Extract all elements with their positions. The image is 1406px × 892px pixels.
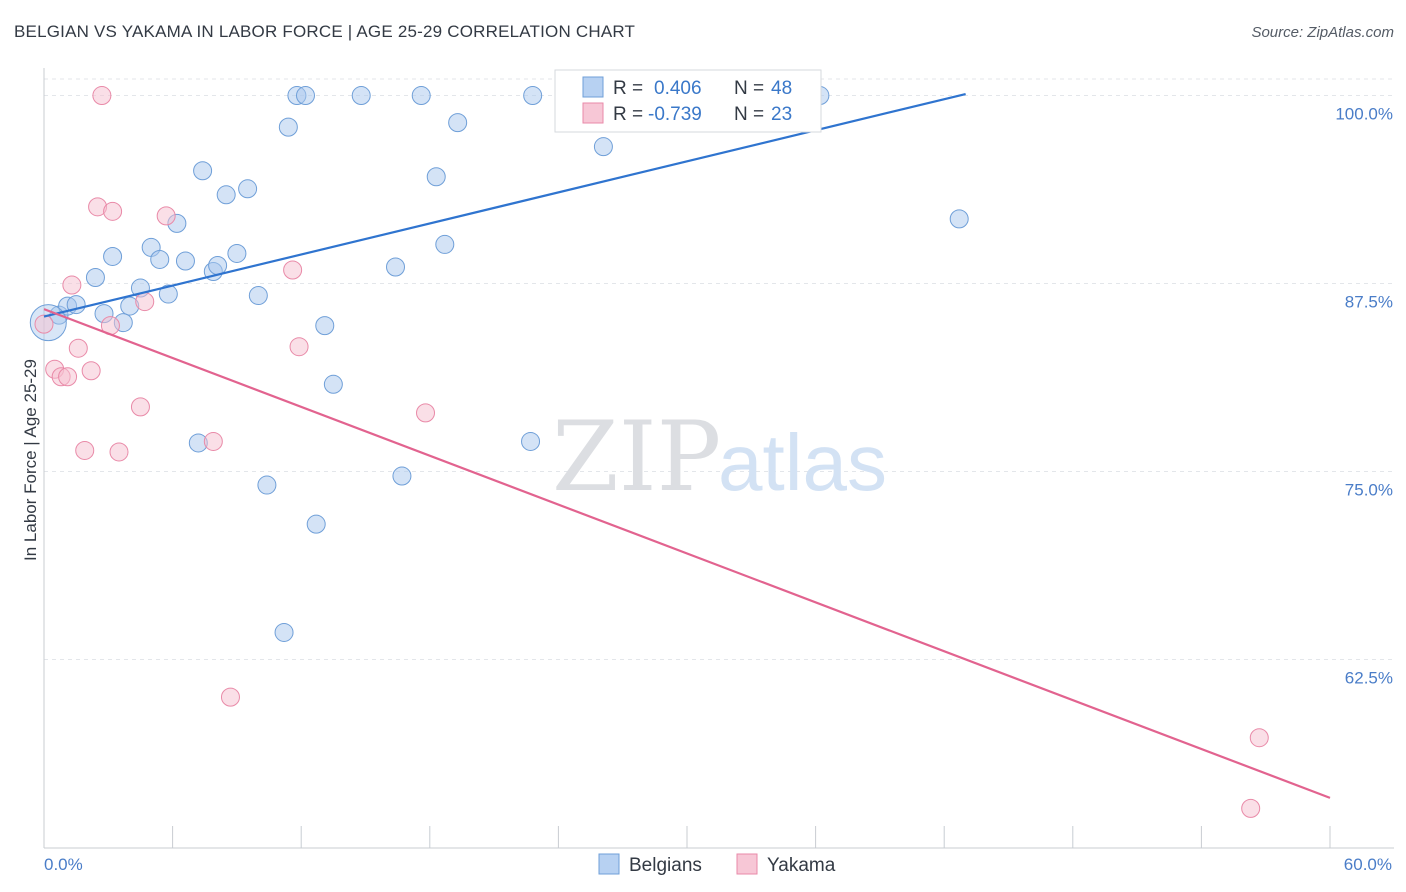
bottom-legend-label-belgians: Belgians — [629, 855, 702, 876]
legend-r-value-2: -0.739 — [648, 104, 702, 125]
points — [29, 86, 1269, 818]
point-yakama-18 — [283, 260, 303, 280]
watermark-atlas: atlas — [718, 418, 887, 507]
point-belgians-17 — [216, 185, 236, 205]
bottom-legend-label-yakama: Yakama — [767, 855, 836, 876]
y-tick-label-1: 87.5% — [1345, 293, 1393, 312]
point-yakama-3 — [58, 367, 78, 387]
point-belgians-21 — [278, 117, 298, 137]
x-tick-min: 0.0% — [44, 855, 83, 874]
legend-r-label-1: R = — [613, 78, 643, 99]
legend-r-value-1: 0.406 — [654, 78, 702, 99]
gridlines — [44, 78, 1394, 661]
y-tick-label-3: 62.5% — [1345, 669, 1393, 688]
point-belgians-42 — [306, 514, 326, 534]
point-belgians-3 — [85, 268, 105, 288]
point-belgians-32 — [523, 86, 543, 106]
point-belgians-10 — [150, 249, 170, 269]
point-yakama-0 — [34, 314, 54, 334]
point-yakama-16 — [203, 431, 223, 451]
point-belgians-26 — [351, 86, 371, 106]
y-tick-label-0: 100.0% — [1335, 105, 1393, 124]
y-tick-label-2: 75.0% — [1345, 481, 1393, 500]
legend-n-label-1: N = — [734, 78, 764, 99]
point-belgians-30 — [435, 234, 455, 254]
point-yakama-11 — [109, 442, 129, 462]
legend-n-value-2: 23 — [771, 104, 792, 125]
point-belgians-34 — [593, 137, 613, 157]
point-belgians-43 — [274, 622, 294, 642]
point-belgians-14 — [193, 161, 213, 181]
trend-line-belgians — [43, 92, 966, 318]
bottom-legend-swatch-yakama — [736, 853, 758, 875]
point-belgians-39 — [257, 475, 277, 495]
point-yakama-6 — [75, 440, 95, 460]
point-belgians-29 — [426, 167, 446, 187]
source-label: Source: ZipAtlas.com — [1251, 24, 1394, 41]
bottom-legend: Belgians Yakama — [598, 853, 836, 876]
point-belgians-27 — [386, 257, 406, 277]
watermark-zip: ZIP — [552, 401, 721, 513]
point-belgians-23 — [295, 86, 315, 106]
chart-title: BELGIAN VS YAKAMA IN LABOR FORCE | AGE 2… — [14, 22, 636, 41]
point-yakama-4 — [62, 275, 82, 295]
point-yakama-17 — [220, 687, 240, 707]
point-yakama-21 — [1249, 728, 1269, 748]
point-belgians-31 — [448, 113, 468, 133]
point-belgians-40 — [392, 466, 412, 486]
legend-r-label-2: R = — [613, 104, 643, 125]
point-belgians-11 — [158, 284, 178, 304]
point-belgians-18 — [227, 243, 247, 263]
point-yakama-7 — [81, 361, 101, 381]
point-belgians-41 — [521, 431, 541, 451]
trend-line-yakama — [43, 308, 1331, 799]
point-yakama-20 — [416, 403, 436, 423]
legend-swatch-belgians — [582, 76, 604, 98]
point-yakama-19 — [289, 337, 309, 357]
legend-n-value-1: 48 — [771, 78, 792, 99]
point-belgians-13 — [175, 251, 195, 271]
point-yakama-14 — [135, 292, 155, 312]
point-belgians-25 — [323, 374, 343, 394]
point-belgians-28 — [411, 86, 431, 106]
watermark: ZIP atlas — [552, 401, 887, 513]
legend-swatch-yakama — [582, 102, 604, 124]
point-yakama-22 — [1241, 798, 1261, 818]
y-axis-label: In Labor Force | Age 25-29 — [21, 359, 40, 561]
point-belgians-20 — [248, 286, 268, 306]
point-belgians-24 — [315, 316, 335, 336]
point-belgians-19 — [238, 179, 258, 199]
point-belgians-16 — [208, 255, 228, 275]
point-belgians-4 — [103, 246, 123, 266]
bottom-legend-swatch-belgians — [598, 853, 620, 875]
point-belgians-37 — [949, 209, 969, 229]
legend-n-label-2: N = — [734, 104, 764, 125]
x-tick-max: 60.0% — [1344, 855, 1392, 874]
legend: R = 0.406 N = 48 R = -0.739 N = 23 — [554, 69, 822, 133]
axes: 100.0% 87.5% 75.0% 62.5% — [43, 68, 1394, 849]
point-yakama-15 — [156, 206, 176, 226]
point-yakama-5 — [68, 338, 88, 358]
point-yakama-9 — [92, 86, 112, 106]
point-yakama-10 — [103, 201, 123, 221]
point-yakama-13 — [130, 397, 150, 417]
